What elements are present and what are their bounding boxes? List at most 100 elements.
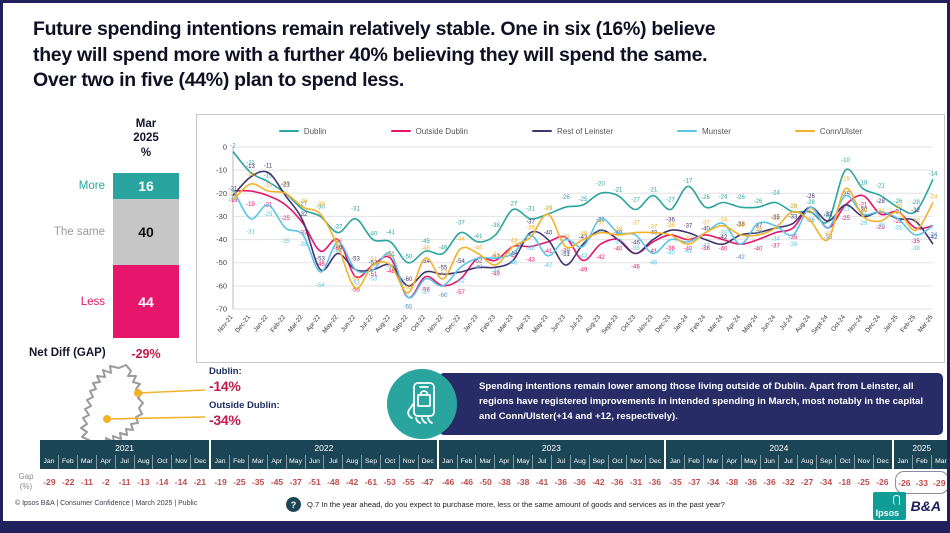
- data-label: -40: [544, 231, 553, 237]
- data-label: -63: [404, 285, 413, 291]
- data-label: -20: [281, 181, 290, 187]
- month-cell: Mar: [930, 455, 947, 469]
- data-label: -35: [911, 239, 920, 245]
- x-tick-label: Jan-24: [672, 314, 690, 334]
- data-label: -37: [334, 225, 343, 231]
- month-row: Jan Feb Mar Apr May Jun Jul Aug Sep Oct Nov Dec: [211, 455, 437, 469]
- data-label: -51: [561, 252, 570, 258]
- data-label: -32: [876, 209, 885, 215]
- outside-dublin-connector-line: [106, 416, 206, 420]
- data-label: -56: [351, 288, 360, 294]
- month-cell: Dec: [645, 455, 664, 469]
- gap-value-cell: -26: [898, 478, 911, 488]
- data-label: -42: [736, 255, 745, 261]
- value-row: -19 -25 -35 -45 -37 -51 -48 -42 -61 -53 -55 -47: [211, 469, 437, 494]
- x-tick-label: Jan-25: [882, 314, 900, 334]
- month-cell: Jul: [550, 455, 570, 469]
- month-cell: Dec: [190, 455, 209, 469]
- data-label: -43: [561, 235, 570, 241]
- x-tick-label: Apr-23: [515, 314, 532, 334]
- data-label: -54: [316, 283, 325, 289]
- dublin-map-dot: [134, 389, 142, 397]
- x-tick-label: Nov-22: [427, 314, 445, 335]
- outside-dublin-value: -34%: [209, 411, 241, 428]
- gap-value-cell: -36: [610, 477, 624, 487]
- y-tick-label: -30: [216, 212, 227, 221]
- gap-value-cell: -18: [838, 477, 851, 487]
- data-label: -32: [806, 209, 815, 215]
- data-label: -52: [456, 278, 465, 284]
- gap-label-line1: Gap: [18, 472, 34, 481]
- gap-value-cell: -36: [763, 477, 776, 487]
- gap-value-cell: -25: [857, 477, 870, 487]
- legend-item-outside-dublin[interactable]: Outside Dublin: [390, 123, 468, 139]
- data-label: -34: [929, 233, 938, 239]
- data-label: -21: [614, 188, 623, 194]
- gap-value-cell: -36: [573, 477, 586, 487]
- gap-label-line2: (%): [19, 482, 33, 492]
- data-label: -43: [509, 254, 518, 260]
- data-label: -40: [649, 231, 658, 237]
- gap-value-cell: -38: [725, 477, 739, 487]
- x-tick-label: Mar-24: [707, 314, 725, 334]
- ba-logo: B&A: [910, 498, 941, 514]
- legend-item-dublin[interactable]: Dublin: [278, 123, 327, 139]
- data-label: -48: [421, 246, 430, 252]
- legend-item-conn-ulster[interactable]: Conn/Ulster: [794, 123, 862, 139]
- data-label: -41: [684, 249, 693, 255]
- gap-value-cell: -32: [782, 477, 795, 487]
- data-label: -37: [649, 225, 658, 231]
- data-label: -40: [824, 232, 833, 238]
- data-label: -30: [859, 207, 868, 213]
- legend-swatch: [794, 129, 815, 133]
- data-label: -11: [264, 163, 273, 169]
- data-label: -29: [876, 225, 885, 231]
- legend-label: Dublin: [303, 126, 327, 136]
- legend-item-munster[interactable]: Munster: [677, 123, 731, 139]
- data-label: -26: [806, 194, 815, 200]
- data-label: -31: [351, 207, 360, 213]
- data-label: -53: [351, 257, 360, 263]
- x-tick-label: Jan-22: [252, 314, 270, 334]
- month-cell: May: [513, 455, 532, 469]
- gap-value-cell: -35: [669, 477, 682, 487]
- data-label: -25: [281, 216, 290, 222]
- phone-shopping-icon: [407, 382, 435, 424]
- data-label: -47: [544, 263, 553, 269]
- month-cell: Jun: [759, 455, 779, 469]
- data-label: -29: [544, 206, 553, 212]
- data-label: -57: [456, 290, 465, 296]
- series-line-conn-ulster: [232, 183, 934, 294]
- bar-header-percent: %: [140, 146, 152, 159]
- data-label: -45: [316, 262, 325, 268]
- legend-item-rest-of-leinster[interactable]: Rest of Leinster: [531, 123, 614, 139]
- bar-segment-less: 44 Less: [81, 265, 179, 338]
- logo-group: Ipsos B&A: [872, 492, 941, 520]
- x-tick-label: Apr-24: [725, 314, 742, 334]
- gap-value-cell: -33: [915, 478, 929, 488]
- gap-value-cell: -29: [43, 477, 56, 487]
- data-label: -43: [579, 254, 588, 260]
- month-cell: Oct: [607, 455, 627, 469]
- data-label: -51: [386, 253, 395, 259]
- gap-value-cell: -42: [345, 477, 359, 487]
- x-tick-label: Nov-21: [217, 314, 235, 335]
- data-label: -38: [666, 246, 675, 252]
- x-tick-label: Mar-22: [287, 314, 305, 334]
- question-mark-icon: ?: [286, 497, 301, 512]
- data-label: -53: [369, 261, 378, 267]
- data-label: -27: [631, 197, 640, 203]
- year-group-2021: 2021 Jan Feb Mar Apr Jul Aug Oct Nov Dec -29 -22 -11…: [40, 440, 210, 494]
- data-label: -27: [666, 197, 675, 203]
- data-label: -34: [771, 237, 780, 243]
- insight-text: Spending intentions remain lower among t…: [479, 381, 924, 422]
- data-label: -38: [911, 246, 920, 252]
- data-label: -32: [299, 212, 308, 218]
- legend-label: Rest of Leinster: [556, 126, 614, 136]
- data-label: -42: [596, 255, 605, 261]
- x-tick-label: Dec-21: [234, 314, 252, 335]
- data-label: -53: [369, 277, 378, 283]
- data-label: -42: [579, 235, 588, 241]
- data-label: -37: [684, 224, 693, 230]
